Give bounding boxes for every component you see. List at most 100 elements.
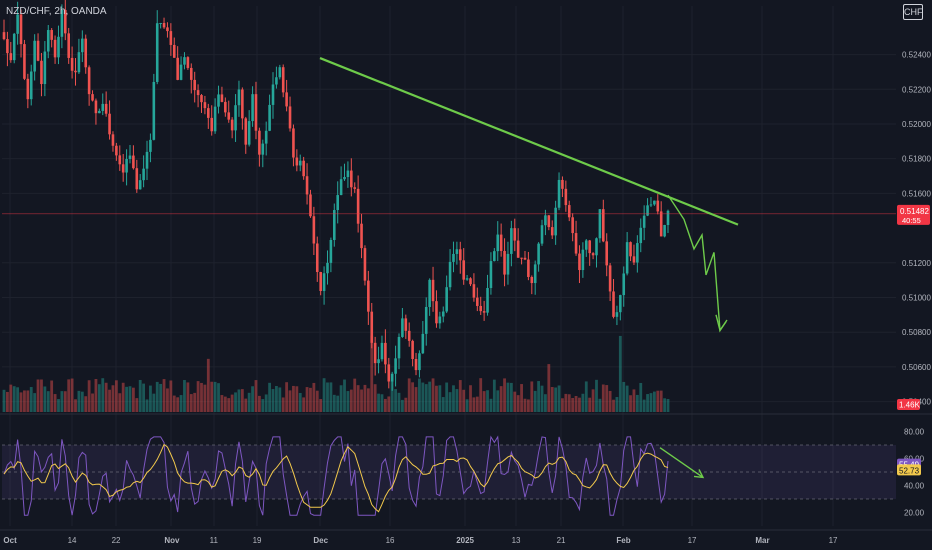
candle-body <box>428 279 431 307</box>
volume-bar <box>574 396 578 412</box>
price-tick-label: 0.51000 <box>902 293 931 302</box>
time-tick-label: 14 <box>68 536 77 545</box>
candle-body <box>166 27 169 32</box>
candle-body <box>264 130 268 144</box>
volume-bar <box>26 390 30 412</box>
candle <box>50 28 53 48</box>
currency-button[interactable]: CHF <box>903 4 923 20</box>
candle-body <box>435 301 438 324</box>
candle-body <box>101 103 105 111</box>
candle-body <box>339 179 343 196</box>
candle-body <box>547 215 551 228</box>
candle <box>254 81 258 140</box>
candle-body <box>377 359 380 364</box>
volume-bar <box>220 395 224 412</box>
volume-bar <box>131 387 135 412</box>
volume-bar <box>251 386 254 412</box>
candle <box>176 46 179 81</box>
candle <box>431 266 435 312</box>
candle-body <box>598 209 602 239</box>
candle <box>360 213 363 259</box>
volume-bar <box>29 387 33 412</box>
volume-bar <box>533 390 537 412</box>
candle-body <box>479 305 483 312</box>
volume-bar <box>370 335 374 412</box>
candle <box>367 270 370 325</box>
candle-body <box>186 57 190 68</box>
candle <box>203 95 207 115</box>
candle-body <box>29 71 33 100</box>
candle <box>632 244 636 266</box>
candle-body <box>309 194 312 217</box>
volume-bar <box>492 379 496 412</box>
candle-body <box>210 117 214 132</box>
volume-bar <box>469 385 472 412</box>
candle <box>6 31 9 67</box>
candle-body <box>356 188 360 224</box>
candle-body <box>513 228 517 241</box>
volume-bar <box>438 385 442 412</box>
candle <box>625 232 629 276</box>
rsi-ma-value-label <box>897 464 921 476</box>
candle <box>523 250 527 261</box>
volume-bar <box>656 390 660 412</box>
candle-body <box>87 67 91 95</box>
candle-body <box>639 227 643 244</box>
volume-bar <box>210 381 214 412</box>
candle <box>346 161 350 188</box>
candle <box>312 206 316 255</box>
candle-body <box>162 23 166 28</box>
volume-bar <box>149 385 152 412</box>
candle <box>503 238 506 287</box>
volume-bar <box>380 394 384 412</box>
candle-body <box>118 155 122 165</box>
candle <box>595 237 598 268</box>
candle <box>77 38 81 74</box>
candle-body <box>527 259 530 277</box>
volume-bar <box>104 382 108 412</box>
candle-body <box>367 280 370 312</box>
candle <box>179 56 183 81</box>
volume-bar <box>179 395 183 412</box>
candle <box>268 94 271 132</box>
candle-body <box>16 14 19 34</box>
candle-body <box>550 227 554 236</box>
candle-body <box>302 160 305 177</box>
candle-body <box>380 342 384 360</box>
volume-bar <box>74 399 77 412</box>
candle-body <box>663 224 666 237</box>
candles <box>2 0 670 391</box>
candle-body <box>486 287 489 313</box>
candle <box>138 174 142 190</box>
volume-bar <box>254 380 258 412</box>
time-tick-label: 17 <box>688 536 697 545</box>
candle <box>401 307 404 338</box>
candle <box>428 278 431 316</box>
candle <box>121 154 125 182</box>
candle <box>557 172 561 211</box>
trendline <box>319 57 739 226</box>
candle <box>380 335 384 362</box>
candle <box>155 10 159 85</box>
candle-body <box>503 250 506 275</box>
volume-bar <box>366 388 370 412</box>
candle-body <box>268 104 271 131</box>
candle <box>404 314 408 339</box>
candle-body <box>298 160 302 166</box>
candle <box>336 181 340 224</box>
candle <box>537 242 540 272</box>
candle <box>292 124 295 167</box>
volume-bar <box>295 386 299 412</box>
candle <box>421 321 425 355</box>
volume-bar <box>550 387 554 412</box>
volume-bar <box>43 386 47 412</box>
candle <box>315 236 319 282</box>
candle-body <box>183 57 186 65</box>
volume-bar <box>578 397 581 412</box>
candle-body <box>493 251 496 262</box>
candle-body <box>247 121 251 145</box>
volume-value: 1.46K <box>899 401 921 410</box>
time-tick-label: Oct <box>3 536 17 545</box>
candle <box>193 71 196 103</box>
